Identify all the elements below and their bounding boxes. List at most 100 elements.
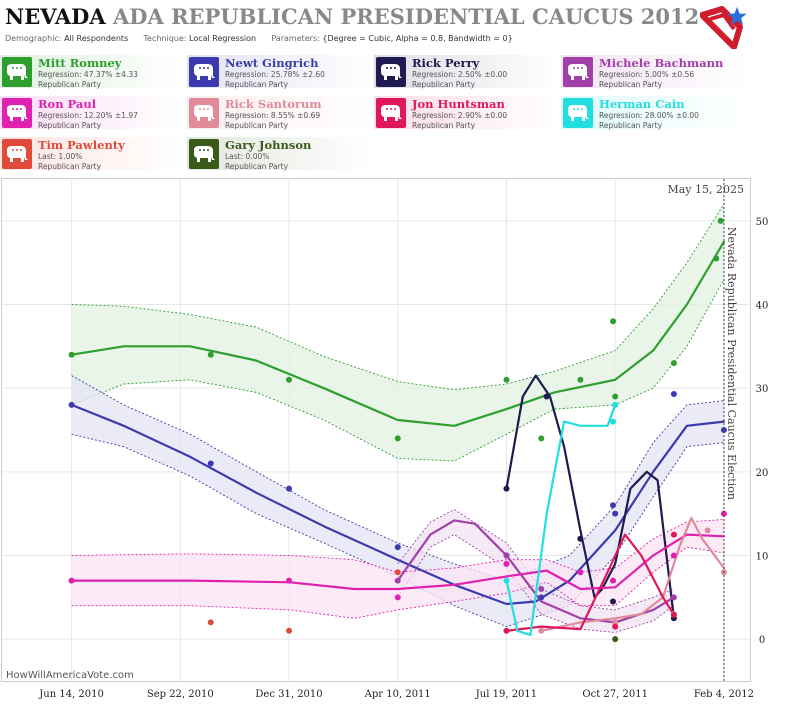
legend-party: Republican Party [225, 121, 289, 130]
legend-item-herman-cain: Herman Cain Regression: 28.00% ±0.00 Repub… [561, 96, 746, 130]
legend-party: Republican Party [225, 80, 289, 89]
point-rick-perry [577, 535, 584, 542]
elephant-icon [189, 57, 219, 87]
title-state: NEVADA [5, 4, 106, 29]
point-ron-paul [68, 577, 75, 584]
line-newt-gingrich [70, 403, 725, 606]
point-mitt-romney [670, 360, 677, 367]
legend-name: Michele Bachmann [599, 56, 724, 70]
legend-stat: Regression: 25.78% ±2.60 [225, 70, 325, 79]
legend-party: Republican Party [38, 80, 102, 89]
technique-label: Technique: [143, 34, 187, 43]
elephant-icon [2, 98, 32, 128]
legend-item-gary-johnson: Gary Johnson Last: 0.00% Republican Party [187, 137, 372, 171]
legend-party: Republican Party [38, 162, 102, 171]
band-newt-gingrich [71, 375, 724, 627]
point-mitt-romney [68, 351, 75, 358]
point-michele-bachmann [503, 552, 510, 559]
point-newt-gingrich [670, 391, 677, 398]
legend-item-tim-pawlenty: Tim Pawlenty Last: 1.00% Republican Party [0, 137, 185, 171]
point-mitt-romney [286, 376, 293, 383]
point-mitt-romney [610, 318, 617, 325]
line-mitt-romney [70, 240, 725, 427]
point-herman-cain [610, 418, 617, 425]
legend-party: Republican Party [38, 121, 102, 130]
x-tick-label: Dec 31, 2010 [255, 689, 322, 700]
legend-party: Republican Party [412, 121, 476, 130]
point-mitt-romney [717, 217, 724, 224]
y-tick-label: 0 [759, 635, 765, 646]
axis-ticks: Jun 14, 2010 Sep 22, 2010 Dec 31, 2010 Apr … [38, 217, 768, 700]
point-jon-huntsman [612, 623, 619, 630]
point-newt-gingrich [286, 485, 293, 492]
title-rest: ADA REPUBLICAN PRESIDENTIAL CAUCUS 2012 [112, 4, 700, 29]
elephant-icon [189, 98, 219, 128]
legend-name: Mitt Romney [38, 56, 122, 70]
legend-name: Herman Cain [599, 97, 685, 111]
point-jon-huntsman [670, 531, 677, 538]
chart-parameters: Demographic: All Respondents Technique: … [5, 34, 513, 43]
legend-item-ron-paul: Ron Paul Regression: 12.20% ±1.97 Republic… [0, 96, 185, 130]
point-rick-perry [503, 485, 510, 492]
point-herman-cain [503, 577, 510, 584]
legend-stat: Regression: 5.00% ±0.56 [599, 70, 695, 79]
line-jon-huntsman [505, 533, 675, 632]
point-newt-gingrich [610, 502, 617, 509]
point-tim-pawlenty [394, 569, 401, 576]
legend-stat: Regression: 28.00% ±0.00 [599, 111, 699, 120]
site-logo-icon [700, 6, 747, 49]
point-ron-paul [503, 560, 510, 567]
chart-title: NEVADA ADA REPUBLICAN PRESIDENTIAL CAUCU… [5, 4, 699, 29]
point-rick-perry [610, 598, 617, 605]
legend-item-rick-santorum: Rick Santorum Regression: 8.55% ±0.69 Repu… [187, 96, 372, 130]
legend-stat: Last: 1.00% [38, 152, 83, 161]
point-ron-paul [610, 577, 617, 584]
y-tick-label: 30 [756, 384, 769, 395]
watermark: HowWillAmericaVote.com [6, 670, 134, 681]
point-tim-pawlenty [207, 619, 214, 626]
elephant-icon [563, 98, 593, 128]
legend: Mitt Romney Regression: 47.37% ±4.33 Repub… [0, 55, 789, 175]
elephant-icon [563, 57, 593, 87]
band-upper-ron-paul [71, 519, 724, 573]
legend-stat: Regression: 12.20% ±1.97 [38, 111, 138, 120]
point-ron-paul [577, 569, 584, 576]
point-mitt-romney [713, 255, 720, 262]
point-jon-huntsman [670, 611, 677, 618]
point-jon-huntsman [503, 627, 510, 634]
legend-item-jon-huntsman: Jon Huntsman Regression: 2.90% ±0.00 Repub… [374, 96, 559, 130]
point-mitt-romney [612, 393, 619, 400]
point-mitt-romney [394, 435, 401, 442]
y-tick-label: 40 [756, 301, 769, 312]
poll-points [68, 217, 727, 643]
point-mitt-romney [577, 376, 584, 383]
band-upper-newt-gingrich [71, 375, 724, 582]
legend-name: Rick Perry [412, 56, 480, 70]
parameters-label: Parameters: [271, 34, 320, 43]
band-lower-michele-bachmann [397, 534, 675, 633]
regression-lines [70, 240, 725, 637]
elephant-icon [189, 139, 219, 169]
point-ron-paul [394, 594, 401, 601]
legend-stat: Regression: 47.37% ±4.33 [38, 70, 138, 79]
point-michele-bachmann [394, 577, 401, 584]
band-lower-ron-paul [71, 546, 724, 619]
point-michele-bachmann [538, 585, 545, 592]
legend-party: Republican Party [599, 80, 663, 89]
y-tick-label: 10 [756, 552, 769, 563]
point-mitt-romney [207, 351, 214, 358]
y-tick-label: 50 [756, 217, 769, 228]
demographic-value: All Respondents [64, 34, 129, 43]
demographic-label: Demographic: [5, 34, 62, 43]
legend-stat: Regression: 8.55% ±0.69 [225, 111, 321, 120]
point-mitt-romney [503, 376, 510, 383]
legend-stat: Last: 0.00% [225, 152, 270, 161]
band-michele-bachmann [397, 509, 674, 633]
legend-stat: Regression: 2.90% ±0.00 [412, 111, 508, 120]
point-newt-gingrich [394, 544, 401, 551]
legend-item-mitt-romney: Mitt Romney Regression: 47.37% ±4.33 Repub… [0, 55, 185, 89]
legend-name: Newt Gingrich [225, 56, 319, 70]
legend-party: Republican Party [599, 121, 663, 130]
legend-item-newt-gingrich: Newt Gingrich Regression: 25.78% ±2.60 Rep… [187, 55, 372, 89]
